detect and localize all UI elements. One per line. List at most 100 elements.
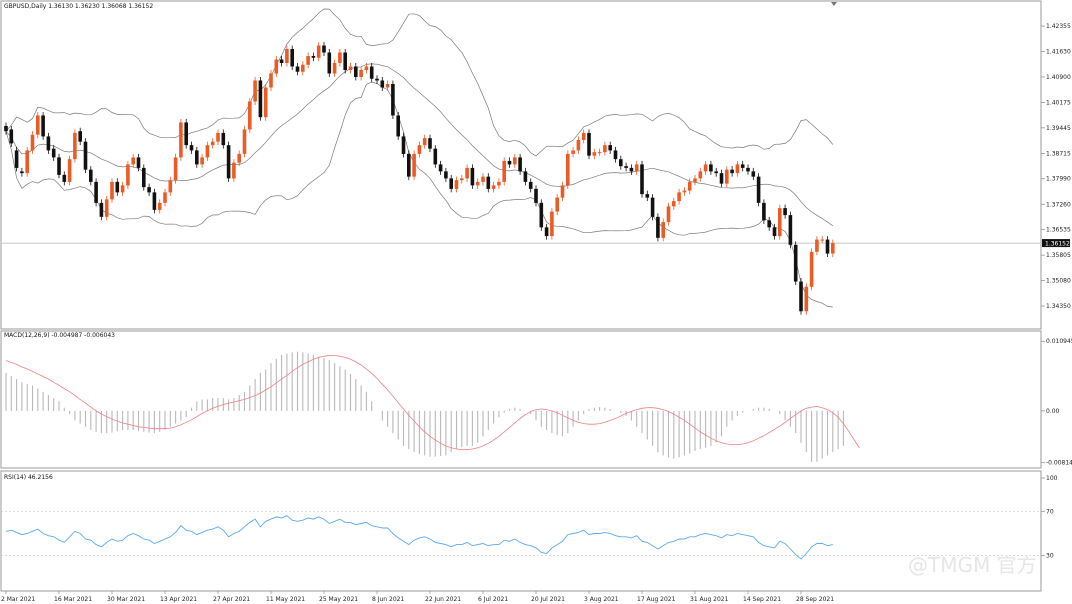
- macd-signal-line: [5, 355, 860, 451]
- time-tick-label: 8 Jun 2021: [372, 596, 404, 603]
- candle: [391, 80, 395, 119]
- candle: [746, 164, 750, 175]
- candle: [820, 236, 824, 244]
- candle: [369, 62, 374, 83]
- time-tick-label: 11 May 2021: [266, 596, 305, 603]
- candle: [343, 49, 347, 74]
- candle: [396, 111, 400, 140]
- candle: [115, 178, 120, 196]
- rsi-pane-header: RSI(14) 46.2156: [4, 474, 53, 481]
- candle: [550, 208, 554, 240]
- candle: [619, 155, 623, 170]
- candle: [719, 169, 724, 188]
- time-tick-label: 30 Mar 2021: [107, 596, 145, 603]
- main-pane-frame: [0, 0, 1042, 330]
- candle: [677, 188, 681, 205]
- candle: [385, 80, 390, 91]
- candle: [804, 283, 809, 315]
- price-tick-label: 1.36535: [1046, 227, 1071, 234]
- candle: [73, 129, 77, 163]
- candle: [576, 136, 581, 154]
- candle: [497, 178, 501, 189]
- candle: [168, 176, 173, 196]
- price-tick-label: 1.39445: [1046, 125, 1071, 132]
- price-tick-label: 1.37260: [1046, 201, 1071, 208]
- candle: [682, 187, 687, 196]
- candle: [555, 194, 559, 216]
- candle: [51, 145, 56, 161]
- candle: [831, 239, 835, 258]
- shift-marker-icon[interactable]: [831, 2, 837, 6]
- time-tick-label: 13 Apr 2021: [160, 596, 197, 603]
- candle: [380, 76, 385, 91]
- candle: [661, 218, 665, 242]
- candle: [327, 49, 332, 77]
- candle: [163, 188, 167, 207]
- candle: [147, 183, 151, 196]
- candle: [131, 153, 135, 168]
- candle: [189, 141, 194, 154]
- candle: [184, 118, 188, 149]
- candle: [20, 167, 24, 177]
- candle: [698, 167, 703, 182]
- band-upper: [5, 8, 834, 157]
- candle: [608, 141, 612, 154]
- price-tick-label: 1.35080: [1046, 277, 1071, 284]
- candle: [762, 199, 766, 224]
- time-tick-label: 2 Mar 2021: [1, 596, 35, 603]
- rsi-tick-label: 100: [1046, 475, 1058, 482]
- candle: [285, 45, 289, 67]
- candle: [338, 49, 342, 67]
- candle: [597, 148, 602, 156]
- candle: [9, 125, 14, 147]
- candle: [295, 62, 300, 76]
- price-tick-label: 1.35805: [1046, 252, 1071, 259]
- candle: [799, 278, 803, 315]
- candle: [422, 134, 427, 149]
- candle: [460, 174, 464, 184]
- candle: [242, 125, 247, 158]
- candle: [258, 76, 263, 121]
- last-price-tag: 1.36152: [1042, 239, 1070, 248]
- price-tick-label: 1.42355: [1046, 23, 1071, 30]
- candle: [475, 178, 480, 189]
- time-tick-label: 20 Jul 2021: [531, 596, 565, 603]
- price-axis: 1.42355 1.41630 1.40900 1.40175 1.39445 1.387…: [1041, 23, 1071, 310]
- candle: [41, 111, 45, 140]
- candle: [693, 174, 697, 186]
- candle: [253, 76, 257, 105]
- price-tick-label: 1.38715: [1046, 150, 1071, 157]
- price-tick-label: 1.41630: [1046, 48, 1071, 55]
- candle: [592, 148, 597, 160]
- rsi-axis: 100 70 30: [1041, 475, 1058, 560]
- price-tick-label: 1.34350: [1046, 303, 1071, 310]
- candle: [364, 62, 369, 74]
- candle: [825, 236, 830, 258]
- macd-pane-header: MACD(12,26,9) -0.004987 -0.006043: [4, 332, 115, 339]
- candle: [62, 171, 67, 186]
- candle: [428, 134, 432, 153]
- candle: [67, 155, 72, 186]
- candle: [375, 75, 379, 84]
- price-tick-label: 1.40175: [1046, 99, 1071, 106]
- svg-text:@TMGM 官方: @TMGM 官方: [908, 553, 1037, 577]
- candle: [221, 129, 226, 149]
- candle: [179, 118, 183, 161]
- time-tick-label: 6 Jul 2021: [478, 596, 508, 603]
- macd-pane-frame: [0, 330, 1042, 469]
- candle: [571, 146, 575, 158]
- candle: [725, 166, 729, 188]
- candle: [502, 157, 506, 186]
- time-tick-label: 27 Apr 2021: [213, 596, 250, 603]
- candle: [83, 138, 88, 174]
- macd-axis: 0.010945 0.00 -0.008144: [1041, 338, 1072, 467]
- candle: [788, 211, 793, 249]
- candle: [687, 178, 692, 195]
- candle: [290, 45, 294, 70]
- candle: [354, 62, 358, 81]
- candle: [157, 199, 162, 214]
- candle: [136, 153, 141, 172]
- candle: [491, 181, 496, 193]
- time-tick-label: 31 Aug 2021: [690, 596, 729, 603]
